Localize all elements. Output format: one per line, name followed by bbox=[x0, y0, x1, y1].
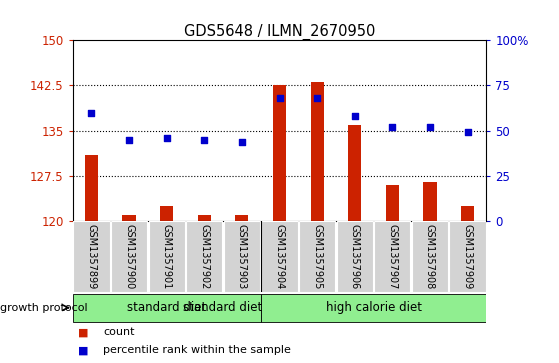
Point bbox=[312, 95, 321, 101]
Text: GSM1357903: GSM1357903 bbox=[237, 224, 247, 289]
Bar bbox=[299, 221, 335, 292]
Text: GSM1357902: GSM1357902 bbox=[200, 224, 209, 290]
Bar bbox=[461, 206, 474, 221]
Bar bbox=[375, 221, 410, 292]
Bar bbox=[386, 185, 399, 221]
Bar bbox=[260, 294, 486, 322]
Bar bbox=[311, 82, 324, 221]
Text: growth protocol: growth protocol bbox=[0, 303, 88, 313]
Point bbox=[463, 130, 472, 135]
Bar bbox=[73, 221, 110, 292]
Point bbox=[200, 137, 209, 143]
Bar bbox=[111, 221, 147, 292]
Text: GSM1357906: GSM1357906 bbox=[350, 224, 359, 289]
Point bbox=[275, 95, 284, 101]
Bar bbox=[423, 182, 437, 221]
Point bbox=[87, 110, 96, 115]
Point bbox=[162, 135, 171, 141]
Text: ■: ■ bbox=[78, 345, 89, 355]
Text: count: count bbox=[103, 327, 135, 337]
Bar bbox=[449, 221, 486, 292]
Bar bbox=[186, 221, 222, 292]
Text: GSM1357909: GSM1357909 bbox=[462, 224, 472, 289]
Text: ■: ■ bbox=[78, 327, 89, 337]
Bar bbox=[73, 294, 260, 322]
Text: GSM1357908: GSM1357908 bbox=[425, 224, 435, 289]
Point bbox=[125, 137, 134, 143]
Bar bbox=[224, 221, 260, 292]
Bar bbox=[262, 221, 297, 292]
Bar bbox=[412, 221, 448, 292]
Bar bbox=[160, 206, 173, 221]
Bar bbox=[85, 155, 98, 221]
Bar bbox=[122, 215, 136, 221]
Bar bbox=[337, 221, 373, 292]
Text: GSM1357899: GSM1357899 bbox=[87, 224, 97, 289]
Bar bbox=[273, 85, 286, 221]
Bar bbox=[348, 125, 361, 221]
Point bbox=[425, 124, 434, 130]
Bar bbox=[235, 215, 248, 221]
Text: GSM1357901: GSM1357901 bbox=[162, 224, 172, 289]
Text: percentile rank within the sample: percentile rank within the sample bbox=[103, 345, 291, 355]
Text: GSM1357907: GSM1357907 bbox=[387, 224, 397, 290]
Text: high calorie diet: high calorie diet bbox=[325, 301, 421, 314]
Point bbox=[350, 113, 359, 119]
Text: GSM1357905: GSM1357905 bbox=[312, 224, 322, 290]
Title: GDS5648 / ILMN_2670950: GDS5648 / ILMN_2670950 bbox=[184, 24, 375, 40]
Text: GSM1357900: GSM1357900 bbox=[124, 224, 134, 289]
Text: GSM1357904: GSM1357904 bbox=[274, 224, 285, 289]
Point bbox=[238, 139, 247, 144]
Bar bbox=[149, 221, 184, 292]
Text: standard diet: standard diet bbox=[127, 301, 206, 314]
Bar bbox=[198, 215, 211, 221]
Point bbox=[388, 124, 397, 130]
Text: standard diet: standard diet bbox=[183, 301, 263, 314]
